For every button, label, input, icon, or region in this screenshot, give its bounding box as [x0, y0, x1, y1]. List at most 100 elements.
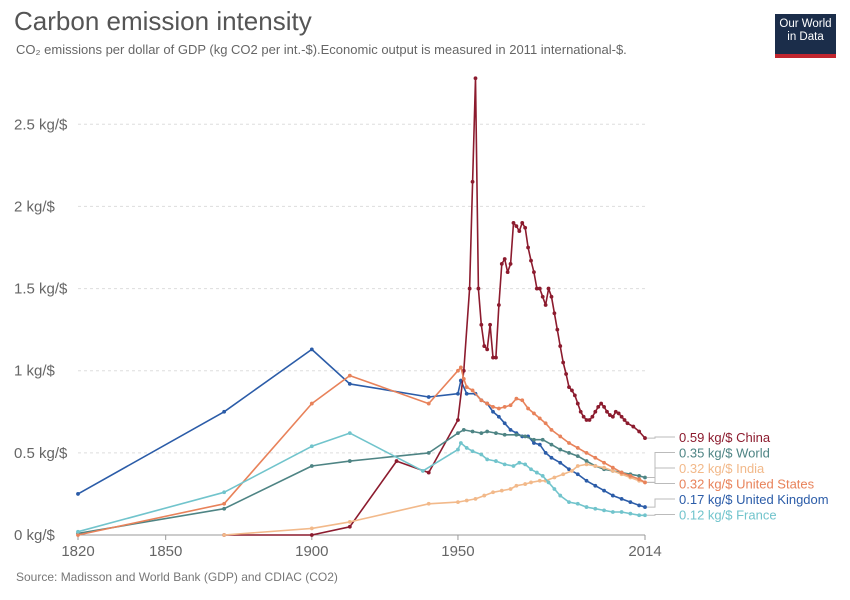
- data-point-world: [309, 464, 314, 468]
- data-point-china: [456, 418, 460, 422]
- data-point-china: [605, 409, 609, 414]
- y-tick-label: 1 kg/$: [14, 363, 56, 380]
- chart-title: Carbon emission intensity: [14, 6, 312, 36]
- data-point-france: [470, 449, 475, 454]
- data-point-united-states: [514, 396, 519, 401]
- x-tick-label: 2014: [628, 543, 661, 560]
- data-point-united-states: [619, 470, 624, 475]
- data-point-world: [575, 454, 580, 459]
- data-point-united-states: [309, 401, 314, 406]
- data-point-world: [502, 432, 507, 437]
- data-point-world: [637, 473, 642, 478]
- data-point-world: [558, 447, 563, 452]
- data-point-china: [532, 270, 536, 275]
- data-point-france: [552, 487, 557, 491]
- data-point-india: [309, 526, 314, 531]
- data-point-china: [549, 294, 554, 299]
- data-point-united-kingdom: [491, 409, 495, 414]
- data-point-france: [593, 506, 598, 511]
- data-point-china: [581, 414, 586, 419]
- data-point-france: [464, 446, 469, 450]
- data-point-china: [394, 459, 399, 463]
- data-point-united-states: [567, 441, 571, 445]
- data-point-china: [564, 372, 568, 376]
- data-point-china: [610, 414, 615, 419]
- data-point-india: [529, 480, 533, 485]
- data-point-india: [482, 493, 487, 498]
- data-point-united-states: [470, 388, 475, 393]
- data-point-india: [464, 498, 469, 503]
- data-point-world: [532, 437, 536, 442]
- data-point-france: [610, 510, 615, 514]
- data-point-united-kingdom: [508, 427, 513, 432]
- data-point-united-states: [575, 446, 580, 450]
- data-point-france: [584, 505, 589, 509]
- data-point-china: [546, 286, 551, 291]
- series-line-united-states: [77, 366, 646, 536]
- data-point-india: [602, 465, 606, 470]
- data-point-united-states: [593, 455, 598, 460]
- data-point-united-kingdom: [628, 500, 633, 505]
- y-tick-label: 1.5 kg/$: [14, 281, 68, 298]
- data-point-china: [505, 270, 510, 275]
- data-point-china: [572, 393, 577, 398]
- data-point-united-kingdom: [549, 455, 554, 460]
- data-point-france: [479, 452, 484, 457]
- data-point-france: [529, 467, 533, 472]
- data-point-united-kingdom: [643, 505, 647, 509]
- end-label-france: 0.12 kg/$ France: [679, 508, 777, 523]
- data-point-china: [534, 286, 539, 291]
- end-label-china: 0.59 kg/$ China: [679, 430, 771, 445]
- y-tick-label: 0.5 kg/$: [14, 445, 68, 462]
- data-point-china: [470, 179, 475, 184]
- logo-line-1: Our World: [779, 18, 832, 30]
- data-point-china: [625, 421, 630, 426]
- data-point-china: [584, 418, 589, 422]
- data-point-china: [602, 404, 606, 409]
- data-point-united-kingdom: [426, 395, 431, 399]
- data-point-france: [456, 447, 460, 452]
- end-label-world: 0.35 kg/$ World: [679, 446, 770, 461]
- data-point-world: [470, 429, 475, 434]
- data-point-china: [643, 436, 647, 440]
- data-point-china: [555, 327, 560, 332]
- data-point-france: [502, 462, 507, 467]
- data-point-united-states: [464, 385, 469, 390]
- data-point-united-states: [520, 398, 525, 403]
- data-point-china: [540, 294, 545, 299]
- data-point-world: [426, 450, 431, 455]
- data-point-china: [616, 411, 621, 416]
- data-point-world: [540, 437, 545, 442]
- data-point-united-states: [502, 404, 507, 409]
- data-point-france: [546, 480, 551, 485]
- x-tick-label: 1850: [149, 543, 182, 560]
- data-point-world: [643, 475, 647, 480]
- data-point-united-states: [347, 373, 352, 378]
- data-point-china: [496, 303, 501, 307]
- data-point-france: [619, 510, 624, 514]
- data-point-world: [222, 506, 227, 511]
- data-point-world: [514, 432, 519, 437]
- data-point-united-kingdom: [347, 381, 352, 386]
- data-point-china: [570, 388, 574, 393]
- data-point-united-kingdom: [593, 483, 598, 488]
- data-point-united-states: [526, 406, 530, 411]
- data-point-china: [619, 414, 624, 419]
- data-point-china: [543, 303, 548, 307]
- x-tick-label: 1820: [61, 543, 94, 560]
- data-point-china: [575, 401, 580, 406]
- end-label-united-kingdom: 0.17 kg/$ United Kingdom: [679, 492, 829, 507]
- data-point-france: [420, 469, 425, 473]
- data-point-world: [549, 442, 554, 447]
- data-point-china: [494, 355, 498, 360]
- data-point-china: [578, 409, 583, 414]
- x-tick-label: 1950: [441, 543, 474, 560]
- data-point-china: [502, 257, 507, 261]
- data-point-united-states: [456, 368, 460, 373]
- data-point-france: [309, 444, 314, 449]
- data-point-india: [491, 490, 495, 495]
- data-point-china: [514, 224, 519, 229]
- data-point-india: [561, 472, 566, 477]
- owid-logo[interactable]: Our World in Data: [775, 14, 836, 58]
